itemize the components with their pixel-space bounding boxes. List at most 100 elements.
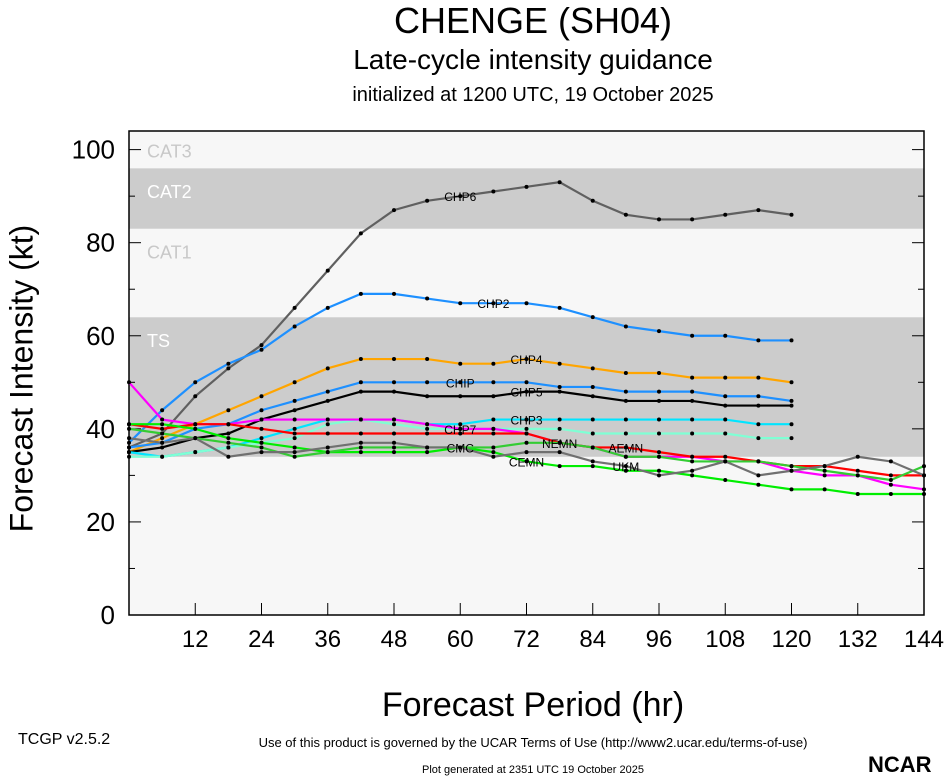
data-point-chp2 <box>358 291 363 296</box>
data-point-chp5 <box>789 403 794 408</box>
data-point-chp7 <box>292 436 297 441</box>
data-point-chp4 <box>160 436 165 441</box>
band-label: CAT1 <box>147 243 192 263</box>
data-point-ukm <box>160 440 165 445</box>
data-point-cemn <box>392 450 396 455</box>
data-point-chp3 <box>623 417 628 422</box>
data-point-chp6 <box>789 212 794 217</box>
data-point-chp4 <box>524 357 529 362</box>
series-label: UKM <box>613 460 640 474</box>
data-point-aemn <box>623 445 628 450</box>
data-point-chp7 <box>756 436 761 441</box>
data-point-chp4 <box>590 366 595 371</box>
x-axis-label: Forecast Period (hr) <box>381 686 685 724</box>
data-point-chip <box>557 384 562 389</box>
data-point-cmc <box>657 454 661 459</box>
data-point-chip <box>524 380 529 385</box>
data-point-cmc <box>259 445 264 450</box>
series-labels: CHP6 CHP2 CHP4 CHIP CHP5 CHP3 CHP7 NEMN AEMN CEMN… <box>444 190 643 474</box>
data-point-aemn <box>193 422 198 427</box>
data-point-ukm <box>590 459 595 464</box>
data-point-chp7 <box>623 431 628 436</box>
data-point-chp6 <box>458 194 463 199</box>
data-point-cemn <box>590 464 595 469</box>
data-point-chp6 <box>623 212 628 217</box>
data-point-cmc <box>325 450 330 455</box>
data-point-nemn <box>392 417 396 422</box>
y-tick-label: 100 <box>72 135 115 165</box>
data-point-chip <box>292 398 297 403</box>
data-point-chip <box>723 394 728 399</box>
data-point-ukm <box>226 454 231 459</box>
data-point-ukm <box>458 445 463 450</box>
data-point-chp3 <box>590 417 595 422</box>
data-point-chp4 <box>723 375 728 380</box>
data-point-ukm <box>690 468 695 473</box>
data-point-chp2 <box>193 380 198 385</box>
data-point-chip <box>127 445 131 450</box>
data-point-cmc <box>822 468 827 473</box>
data-point-chp7 <box>425 426 430 431</box>
series-label: CHP7 <box>444 423 476 437</box>
data-point-cemn <box>855 492 860 496</box>
data-point-chp2 <box>491 301 496 306</box>
data-point-chp5 <box>524 389 529 394</box>
data-point-chp3 <box>723 417 728 422</box>
series-label: CHP6 <box>444 190 476 204</box>
x-tick-label: 132 <box>838 626 878 653</box>
band-label: TS <box>147 331 170 351</box>
series-label: CHP4 <box>510 353 542 367</box>
data-point-cmc <box>127 426 131 431</box>
data-point-nemn <box>425 422 430 427</box>
data-point-chp7 <box>690 431 695 436</box>
init-time: initialized at 1200 UTC, 19 October 2025 <box>352 84 714 106</box>
series-label: AEMN <box>609 441 644 455</box>
data-point-cemn <box>723 478 728 483</box>
y-tick-label: 60 <box>86 321 115 351</box>
data-point-cmc <box>756 459 761 464</box>
band-label: CAT3 <box>147 142 192 162</box>
data-point-aemn <box>292 431 297 436</box>
data-point-chp4 <box>657 371 661 375</box>
data-point-cmc <box>226 440 231 445</box>
data-point-ukm <box>425 445 430 450</box>
x-tick-label: 96 <box>646 626 673 653</box>
data-point-cemn <box>922 492 926 496</box>
data-point-ukm <box>292 450 297 455</box>
ncar-logo: NCAR <box>868 752 932 777</box>
data-point-chp6 <box>259 343 264 348</box>
data-point-cmc <box>292 454 297 459</box>
band-label: CAT2 <box>147 182 192 202</box>
data-point-ukm <box>657 473 661 478</box>
series-label: CHP3 <box>510 414 542 428</box>
data-point-nemn <box>259 417 264 422</box>
data-point-cmc <box>557 440 562 445</box>
data-point-cemn <box>789 487 794 492</box>
data-point-nemn <box>160 417 165 422</box>
data-point-ukm <box>358 440 363 445</box>
data-point-nemn <box>358 417 363 422</box>
data-point-cemn <box>160 422 165 427</box>
data-point-chp2 <box>690 333 695 338</box>
chart-title: CHENGE (SH04) <box>393 0 673 41</box>
data-point-chp3 <box>789 422 794 427</box>
x-tick-label: 24 <box>248 626 275 653</box>
data-point-cmc <box>855 473 860 478</box>
x-tick-label: 108 <box>705 626 745 653</box>
data-point-ukm <box>557 450 562 455</box>
data-point-chp5 <box>623 398 628 403</box>
data-point-chp3 <box>458 422 463 427</box>
data-point-chp2 <box>425 296 430 301</box>
series-label: CHIP <box>446 376 475 390</box>
data-point-ukm <box>259 450 264 455</box>
data-point-chp7 <box>325 422 330 427</box>
data-point-chp5 <box>590 394 595 399</box>
data-point-chp2 <box>325 305 330 310</box>
data-point-cemn <box>888 492 893 496</box>
data-point-ukm <box>623 464 628 469</box>
data-point-nemn <box>822 473 827 478</box>
data-point-chip <box>789 398 794 403</box>
data-point-chp6 <box>292 305 297 310</box>
series-label: CHP2 <box>477 297 509 311</box>
